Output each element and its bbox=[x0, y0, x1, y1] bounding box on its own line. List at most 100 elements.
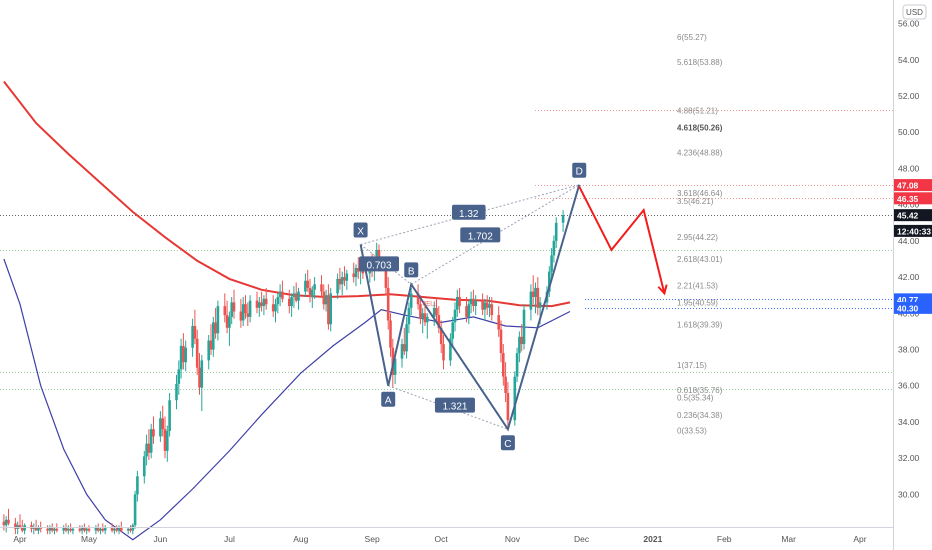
candle-body bbox=[258, 302, 261, 308]
fib-level-label: 1.618(39.39) bbox=[677, 320, 723, 329]
time-tick-label: Jun bbox=[154, 534, 168, 544]
candle-body bbox=[329, 293, 332, 325]
candle bbox=[7, 508, 10, 526]
candle bbox=[518, 331, 521, 363]
candle-body bbox=[120, 527, 123, 531]
time-tick-label: Apr bbox=[853, 534, 866, 544]
price-tick-label: 52.00 bbox=[898, 91, 920, 101]
candle-body bbox=[248, 300, 252, 317]
candle bbox=[262, 295, 266, 316]
candle-body bbox=[490, 304, 494, 316]
pattern-point-label: B bbox=[408, 266, 415, 277]
candle-body bbox=[85, 528, 88, 531]
candle-body bbox=[113, 528, 116, 531]
candle-body bbox=[101, 528, 105, 531]
fib-level-label: 3.618(46.64) bbox=[677, 189, 723, 198]
candle-body bbox=[115, 528, 118, 531]
candle-body bbox=[69, 528, 72, 531]
candle bbox=[18, 514, 22, 529]
fib-level-label: 3.5(46.21) bbox=[677, 197, 714, 206]
candle-body bbox=[149, 429, 153, 453]
candle bbox=[474, 295, 477, 316]
price-label-text: 47.08 bbox=[897, 181, 919, 191]
candle bbox=[343, 266, 346, 287]
candle-body bbox=[522, 309, 526, 345]
candle bbox=[437, 306, 441, 334]
candle-body bbox=[313, 284, 316, 290]
candle bbox=[389, 313, 392, 357]
candle bbox=[534, 282, 537, 314]
fib-labels-layer: 6(55.27) 5.618(53.88) 4.88(51.21) 4.618(50.… bbox=[677, 33, 723, 436]
candle bbox=[32, 523, 36, 535]
candle-body bbox=[506, 393, 510, 421]
candle bbox=[145, 434, 148, 466]
candle-body bbox=[209, 340, 213, 350]
price-axis[interactable]: 30.0032.0034.0036.0038.0040.0042.0044.00… bbox=[893, 0, 932, 550]
ma-red-line bbox=[3, 80, 571, 308]
candle bbox=[126, 527, 130, 535]
candle-body bbox=[271, 304, 275, 312]
candle bbox=[352, 262, 355, 283]
candle-body bbox=[37, 527, 40, 531]
candle bbox=[131, 523, 135, 535]
candle bbox=[212, 316, 215, 357]
candle-body bbox=[290, 297, 293, 307]
candle-body bbox=[212, 322, 215, 350]
candle bbox=[324, 289, 328, 312]
candle-body bbox=[534, 287, 537, 297]
candle-body bbox=[159, 418, 162, 437]
candle-body bbox=[405, 324, 408, 352]
candle-body bbox=[340, 277, 344, 285]
candle bbox=[21, 519, 24, 533]
candle-body bbox=[225, 315, 229, 328]
candle bbox=[87, 525, 91, 533]
candle bbox=[504, 362, 507, 402]
price-label-dark: 12:40:33 bbox=[894, 224, 932, 237]
candle bbox=[136, 470, 139, 502]
pattern-point-c: C bbox=[500, 435, 515, 451]
candle-body bbox=[230, 302, 233, 317]
price-label-text: 40.77 bbox=[897, 295, 919, 305]
time-axis[interactable]: Apr May Jun Jul Aug Sep Oct Nov Dec 2021 Feb Mar Apr bbox=[0, 527, 893, 545]
candle-body bbox=[214, 322, 217, 334]
candle-body bbox=[423, 313, 427, 323]
candle bbox=[163, 416, 167, 459]
candle-body bbox=[449, 338, 452, 361]
candle bbox=[407, 302, 411, 334]
candle-body bbox=[472, 298, 475, 306]
pattern-ratio-text: 1.702 bbox=[468, 231, 493, 242]
candle bbox=[294, 282, 298, 303]
candle-body bbox=[232, 302, 236, 312]
candle-body bbox=[46, 528, 49, 531]
currency-badge[interactable]: USD bbox=[902, 4, 927, 20]
pattern-xabcd-line bbox=[359, 184, 581, 432]
candle bbox=[193, 309, 197, 345]
candle bbox=[552, 235, 556, 263]
candle-body bbox=[136, 476, 139, 495]
price-label-red: 47.08 bbox=[894, 179, 932, 192]
pattern-ratio-line bbox=[388, 385, 509, 430]
candle bbox=[292, 286, 296, 308]
candle-body bbox=[161, 418, 164, 430]
candle bbox=[184, 340, 187, 372]
fib-level-label: 2.21(41.53) bbox=[677, 282, 718, 291]
candle-body bbox=[83, 527, 86, 531]
time-tick-label: Oct bbox=[435, 534, 449, 544]
candle-body bbox=[241, 304, 245, 321]
candle bbox=[483, 298, 487, 321]
candle-body bbox=[50, 527, 54, 531]
candle bbox=[439, 320, 443, 354]
candle bbox=[490, 297, 494, 321]
candle-body bbox=[435, 307, 438, 316]
candle-body bbox=[34, 527, 38, 531]
candle-body bbox=[421, 313, 424, 319]
candle-body bbox=[561, 215, 565, 223]
price-label-box bbox=[894, 301, 932, 314]
candle bbox=[297, 287, 300, 310]
candle-body bbox=[207, 340, 210, 361]
price-label-box bbox=[894, 192, 932, 205]
candle-body bbox=[426, 316, 429, 323]
candle-body bbox=[96, 527, 100, 531]
harmonic-pattern-layer: X A B C D 0.703 1.32 1.702 1.321 SELL bbox=[353, 162, 587, 451]
